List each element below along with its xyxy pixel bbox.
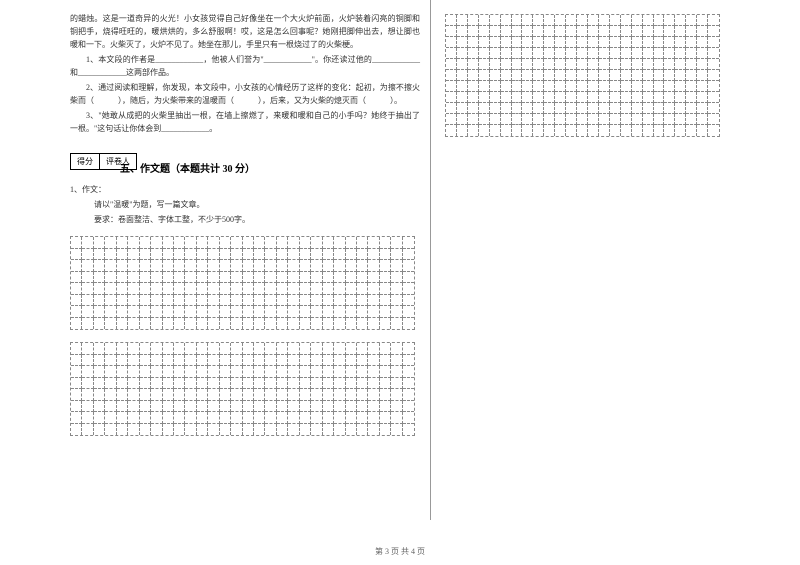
right-column — [445, 14, 725, 137]
reading-passage: 的蜡烛。这是一道奇异的火光！小女孩觉得自己好像坐在一个大火炉前面，火炉装着闪亮的… — [70, 12, 420, 51]
question-1: 1、本文段的作者是____________，他被人们誉为"___________… — [70, 53, 420, 79]
left-column: 的蜡烛。这是一道奇异的火光！小女孩觉得自己好像坐在一个大火炉前面，火炉装着闪亮的… — [70, 12, 420, 436]
essay-requirement: 要求：卷面整洁、字体工整，不少于500字。 — [70, 213, 420, 226]
score-cell-points: 得分 — [70, 153, 100, 170]
writing-grid-1 — [70, 236, 420, 330]
writing-grid-2 — [70, 342, 420, 436]
column-divider — [430, 0, 431, 520]
page-number: 第 3 页 共 4 页 — [0, 546, 800, 557]
section-5-title: 五、作文题（本题共计 30 分） — [120, 160, 420, 175]
writing-grid-top-right — [445, 14, 725, 137]
essay-number: 1、作文： — [70, 183, 420, 196]
question-2: 2、通过阅读和理解，你发现，本文段中，小女孩的心情经历了这样的变化：起初，为擦不… — [70, 81, 420, 107]
question-3: 3、"她敢从成把的火柴里抽出一根，在墙上擦燃了，来暖和暖和自己的小手吗？她终于抽… — [70, 109, 420, 135]
essay-prompt: 请以"温暖"为题，写一篇文章。 — [70, 198, 420, 211]
